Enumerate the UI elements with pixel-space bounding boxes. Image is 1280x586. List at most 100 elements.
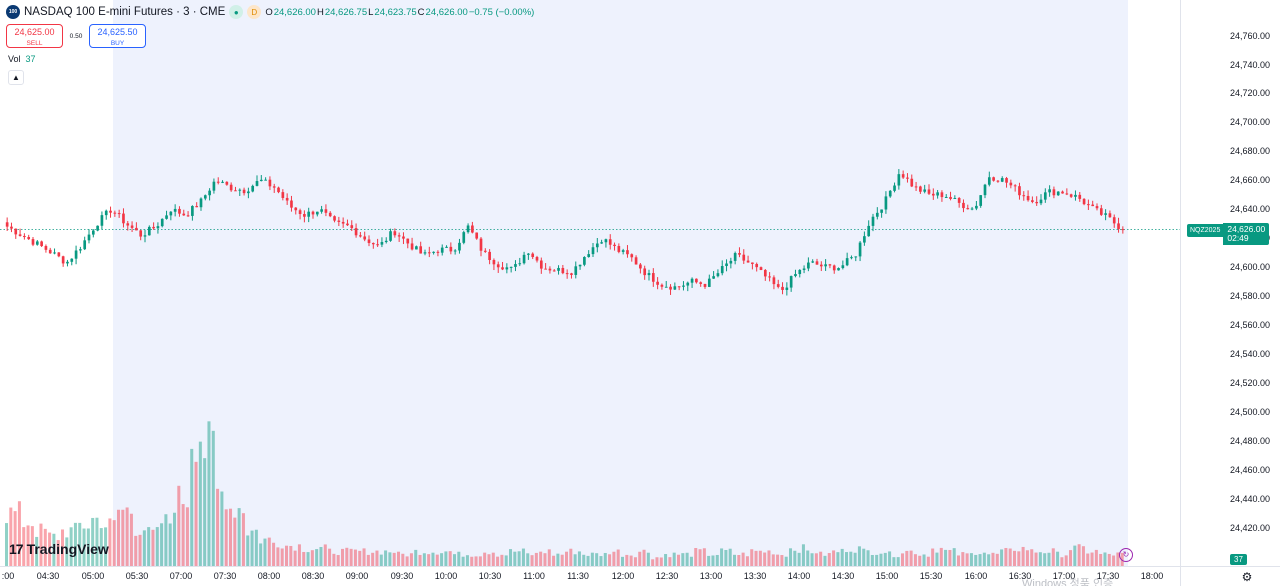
candle [1039, 194, 1043, 206]
volume-bar [194, 461, 198, 566]
candle [221, 180, 224, 184]
candle-body [565, 273, 569, 275]
time-tick-label: 08:30 [301, 571, 325, 581]
volume-bar [866, 550, 870, 566]
gear-icon[interactable]: ⚙ [1241, 570, 1253, 584]
candle-body [328, 212, 332, 217]
candle-body [453, 250, 457, 252]
candle-body [1121, 229, 1125, 231]
symbol-title[interactable]: NASDAQ 100 E-mini Futures · 3 · CME [24, 6, 226, 18]
candle [216, 177, 220, 185]
candle-body [949, 196, 952, 199]
candle [315, 211, 319, 217]
candle-body [819, 264, 823, 267]
time-tick-label: 13:00 [699, 571, 723, 581]
delayed-data-badge[interactable]: D [247, 5, 262, 19]
volume-bar [478, 556, 482, 566]
buy-button[interactable]: 24,625.50 BUY [89, 24, 146, 48]
time-tick-label: 10:00 [434, 571, 458, 581]
volume-bar [272, 542, 276, 566]
candle-body [738, 253, 741, 255]
chart-pane[interactable]: 100 NASDAQ 100 E-mini Futures · 3 · CME … [0, 0, 1180, 566]
candle [471, 221, 474, 234]
candle [535, 255, 539, 263]
volume-bar [793, 550, 797, 566]
candle-body [944, 196, 948, 198]
candle-body [712, 276, 715, 279]
volume-bar [517, 551, 521, 566]
price-tick-label: 24,580.00 [1229, 291, 1270, 302]
price-axis[interactable]: 24,760.00 24,740.00 24,720.00 24,700.00 24,6… [1180, 0, 1280, 566]
candle [294, 207, 298, 215]
volume-bar [616, 549, 620, 566]
time-axis[interactable]: :00 04:30 05:00 05:30 07:00 07:30 08:00 08:30 09… [0, 566, 1180, 586]
time-tick-label: 11:00 [523, 571, 545, 581]
candle-body [70, 258, 74, 262]
volume-bar [681, 553, 685, 566]
candle-body [483, 250, 487, 252]
volume-bar [332, 553, 336, 566]
candle [686, 281, 690, 292]
candle-body [832, 265, 836, 271]
candle [483, 248, 487, 253]
replay-icon[interactable]: ↻ [1119, 548, 1133, 562]
volume-bar [965, 553, 969, 566]
candle-body [660, 284, 664, 287]
candle-body [406, 238, 410, 244]
candle [307, 207, 311, 223]
sell-button[interactable]: 24,625.00 SELL [6, 24, 63, 48]
volume-bar [849, 551, 853, 566]
candle [281, 189, 285, 201]
candle-body [376, 244, 379, 246]
candle-body [40, 241, 43, 247]
candle [527, 253, 530, 260]
volume-legend[interactable]: Vol 37 [8, 54, 36, 64]
candle-body [315, 211, 319, 215]
candle-body [281, 192, 285, 198]
candle [552, 268, 556, 272]
candle-body [139, 230, 143, 237]
candle-body [393, 231, 397, 236]
candle-body [716, 273, 720, 277]
volume-bar [1077, 544, 1081, 566]
candle-body [501, 267, 504, 270]
candle [186, 211, 190, 217]
candle [1117, 217, 1120, 233]
candle-body [509, 266, 513, 268]
candle-body [626, 250, 629, 255]
candle [376, 238, 379, 247]
volume-bar [1043, 553, 1047, 566]
volume-bar [323, 544, 327, 566]
candle [122, 208, 125, 228]
volume-bar [315, 549, 319, 566]
volume-bar [1000, 549, 1004, 566]
volume-bar [48, 532, 52, 566]
candle [96, 225, 99, 232]
candle [402, 232, 405, 245]
candlestick-plot[interactable] [0, 0, 1180, 566]
candle [147, 225, 151, 236]
time-tick-label: 04:30 [36, 571, 60, 581]
candle [621, 248, 625, 255]
candle-body [363, 236, 367, 240]
candle [682, 281, 685, 291]
volume-bar [556, 553, 560, 566]
candle-body [837, 268, 840, 271]
chevron-up-icon[interactable]: ▲ [8, 70, 24, 85]
volume-bar [819, 551, 823, 566]
candle [647, 269, 651, 281]
volume-bar [30, 526, 34, 566]
candle [931, 188, 935, 200]
last-price-label: NQZ2025 24,626.00 02:49 [1187, 223, 1270, 245]
volume-bar [341, 548, 345, 566]
volume-bar [845, 552, 849, 566]
volume-bar [211, 430, 215, 566]
candle [574, 261, 578, 279]
candle [639, 263, 642, 274]
candle [690, 277, 694, 288]
tradingview-logo[interactable]: 17 TradingView [9, 541, 109, 557]
candle [1078, 191, 1082, 202]
candle-body [415, 246, 418, 250]
candle-body [966, 208, 970, 210]
volume-bar [926, 556, 930, 566]
